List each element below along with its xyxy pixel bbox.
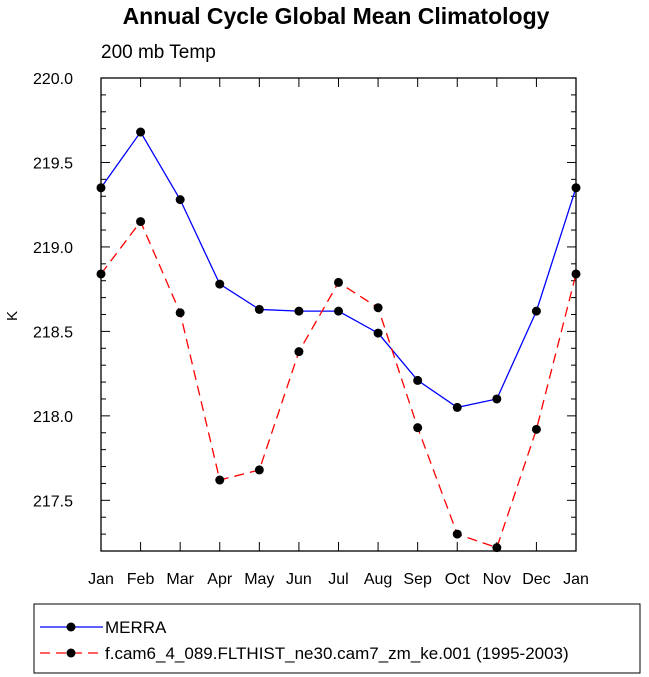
legend-marker [66, 622, 76, 632]
data-point [215, 279, 225, 289]
chart-title: Annual Cycle Global Mean Climatology [123, 3, 550, 29]
data-point [373, 328, 383, 338]
x-tick-label: Jan [563, 571, 589, 588]
y-tick-label: 219.5 [33, 155, 73, 172]
data-point [531, 306, 541, 316]
y-tick-label: 217.5 [33, 493, 73, 510]
x-tick-label: Jul [328, 571, 348, 588]
data-point [136, 127, 146, 137]
y-tick-label: 219.0 [33, 240, 73, 257]
data-point [136, 217, 146, 227]
data-point [531, 424, 541, 434]
data-point [254, 465, 264, 475]
data-point [413, 375, 423, 385]
x-tick-label: Nov [483, 571, 511, 588]
y-tick-label: 218.0 [33, 409, 73, 426]
data-point [334, 277, 343, 287]
series-markers [96, 127, 581, 553]
x-tick-label: Sep [403, 571, 432, 588]
legend-label-1: MERRA [105, 618, 167, 637]
legend: MERRA f.cam6_4_089.FLTHIST_ne30.cam7_zm_k… [33, 603, 641, 674]
axis-ticks [100, 77, 577, 552]
data-point [571, 269, 581, 279]
data-point [373, 303, 383, 313]
x-tick-label: Oct [445, 571, 470, 588]
x-tick-label: Dec [522, 571, 550, 588]
data-point [413, 423, 423, 433]
data-point [96, 269, 106, 279]
series-lines [100, 130, 577, 549]
data-point [294, 306, 304, 316]
data-point [96, 183, 106, 193]
series-line-2 [100, 220, 577, 549]
x-tick-label: Aug [364, 571, 392, 588]
y-tick-label: 218.5 [33, 324, 73, 341]
x-tick-label: Mar [166, 571, 194, 588]
x-tick-label: Jun [286, 571, 312, 588]
data-point [175, 195, 185, 205]
data-point [492, 394, 502, 404]
data-point [452, 402, 462, 412]
x-tick-label: May [244, 571, 274, 588]
x-tick-label: Feb [127, 571, 155, 588]
legend-box [33, 603, 641, 674]
data-point [492, 543, 502, 553]
y-axis-label: K [4, 311, 21, 321]
data-point [215, 475, 225, 485]
data-point [175, 308, 185, 318]
data-point [254, 304, 264, 314]
chart-subtitle: 200 mb Temp [101, 42, 216, 63]
data-point [571, 183, 581, 193]
x-tick-label: Jan [88, 571, 114, 588]
x-tick-label: Apr [207, 571, 233, 588]
legend-label-2: f.cam6_4_089.FLTHIST_ne30.cam7_zm_ke.001… [105, 644, 569, 663]
data-point [452, 529, 462, 539]
series-line-1 [100, 130, 577, 409]
data-point [294, 347, 304, 357]
y-tick-label: 220.0 [33, 71, 73, 88]
data-point [334, 306, 343, 316]
legend-marker [66, 648, 76, 658]
tick-labels: Jan Feb Mar Apr May Jun Jul Aug Sep Oct Nov Dec Jan 2… [33, 71, 589, 588]
